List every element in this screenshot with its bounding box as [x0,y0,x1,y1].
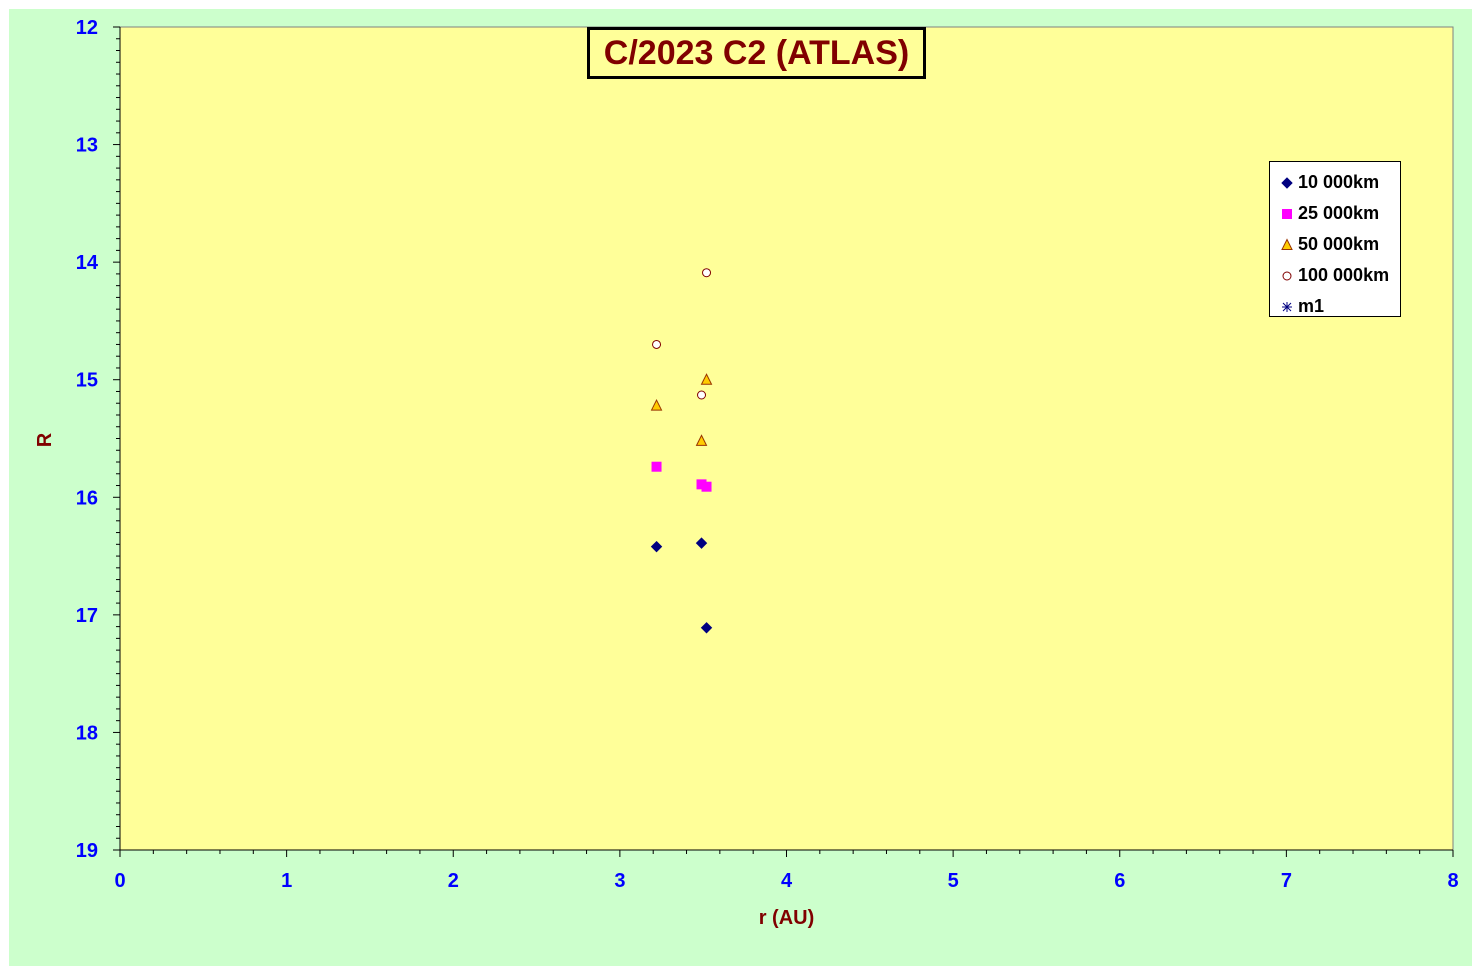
legend-marker-triangle [1281,237,1293,250]
x-tick-label: 7 [1281,870,1292,892]
y-tick-label: 19 [76,840,98,862]
data-point-10000km [650,540,663,553]
legend: 10 000km 25 000km 50 000km 100 000km m1 [1269,161,1401,317]
data-point-100000km [697,390,707,400]
data-point-10000km [695,537,708,549]
x-tick-label: 5 [948,870,959,892]
data-point-25000km [701,481,712,492]
x-tick-label: 2 [448,870,459,892]
legend-item: 10 000km [1270,167,1400,198]
legend-symbol [1282,271,1292,280]
legend-item: 50 000km [1270,229,1400,260]
legend-label: 50 000km [1298,234,1380,254]
x-tick-label: 1 [281,870,292,892]
y-tick-label: 12 [76,17,98,39]
data-point-50000km [700,373,713,385]
x-tick-label: 8 [1447,870,1458,892]
legend-marker-star [1282,301,1292,312]
legend-symbol [1281,176,1293,189]
y-tick-label: 18 [76,722,98,744]
legend-item: 100 000km [1270,260,1400,291]
y-tick-label: 13 [76,135,98,157]
legend-label: m1 [1298,296,1325,316]
y-tick-label: 14 [76,252,99,274]
legend-label: 10 000km [1298,172,1380,192]
data-point-10000km [700,622,713,634]
y-tick-label: 16 [76,487,98,509]
x-tick-label: 0 [114,870,125,892]
data-point-100000km [652,339,662,349]
x-tick-label: 4 [781,870,793,892]
chart-title: C/2023 C2 (ATLAS) [587,27,926,79]
y-tick-label: 17 [76,605,98,627]
axes [113,26,1454,857]
legend-marker-square [1282,208,1292,219]
data-points [650,268,713,634]
x-tick-label: 6 [1114,870,1125,892]
data-point-50000km [650,398,663,411]
legend-symbol [1282,208,1292,219]
legend-symbol [1281,237,1293,250]
legend-item: 25 000km [1270,198,1400,229]
legend-label: 25 000km [1298,203,1380,223]
legend-item: m1 [1270,291,1400,322]
x-axis-label: r (AU) [759,907,815,929]
legend-marker-diamond [1281,176,1293,189]
data-point-50000km [695,434,708,446]
y-axis-label: R [34,432,56,447]
plot-area [119,26,1454,851]
legend-symbol [1282,301,1292,312]
x-tick-label: 3 [614,870,625,892]
legend-marker-circle [1282,271,1292,280]
data-point-100000km [702,268,712,278]
data-point-25000km [651,461,662,472]
y-tick-label: 15 [76,370,98,392]
legend-label: 100 000km [1298,265,1390,285]
